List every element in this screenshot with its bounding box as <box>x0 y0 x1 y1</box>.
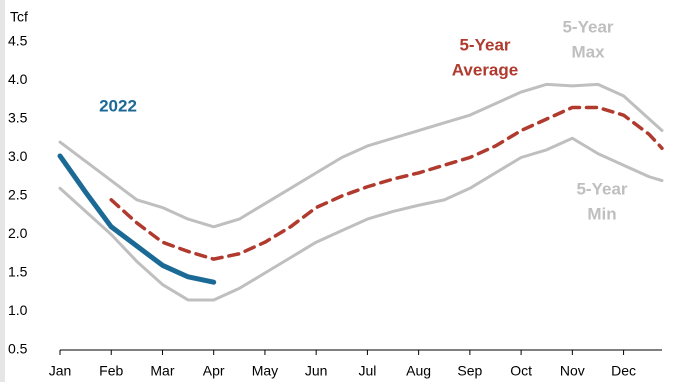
series-label: Min <box>587 204 616 223</box>
series-line <box>57 153 217 285</box>
side-strip <box>0 0 5 382</box>
x-tick-label: Feb <box>99 363 123 379</box>
x-tick-label: Oct <box>510 363 532 379</box>
x-tick-label: Dec <box>611 363 636 379</box>
x-tick-label: Jan <box>49 363 72 379</box>
y-tick-label: 2.0 <box>8 225 28 241</box>
series-label: 5-Year <box>576 179 627 198</box>
x-tick-label: Aug <box>406 363 431 379</box>
x-tick-label: Sep <box>457 363 482 379</box>
y-tick-label: 1.5 <box>8 264 28 280</box>
y-tick-label: 0.5 <box>8 341 28 357</box>
y-tick-label: 1.0 <box>8 302 28 318</box>
series-line <box>58 82 664 229</box>
series-label: Max <box>571 42 605 61</box>
series-label: Average <box>452 60 518 79</box>
series-line <box>58 136 664 302</box>
y-tick-label: 2.5 <box>8 187 28 203</box>
series-line <box>109 105 664 261</box>
series-label: 5-Year <box>459 35 510 54</box>
y-unit: Tcf <box>10 9 28 25</box>
x-tick-label: Nov <box>560 363 585 379</box>
series-label: 2022 <box>99 96 137 115</box>
y-tick-label: 4.0 <box>8 71 28 87</box>
y-tick-label: 3.5 <box>8 110 28 126</box>
series-label: 5-Year <box>562 17 613 36</box>
x-tick-label: Jun <box>305 363 328 379</box>
x-tick-label: Mar <box>150 363 174 379</box>
x-tick-label: May <box>252 363 278 379</box>
y-tick-label: 3.0 <box>8 148 28 164</box>
x-tick-label: Apr <box>203 363 225 379</box>
x-tick-label: Jul <box>358 363 376 379</box>
y-tick-label: 4.5 <box>8 33 28 49</box>
